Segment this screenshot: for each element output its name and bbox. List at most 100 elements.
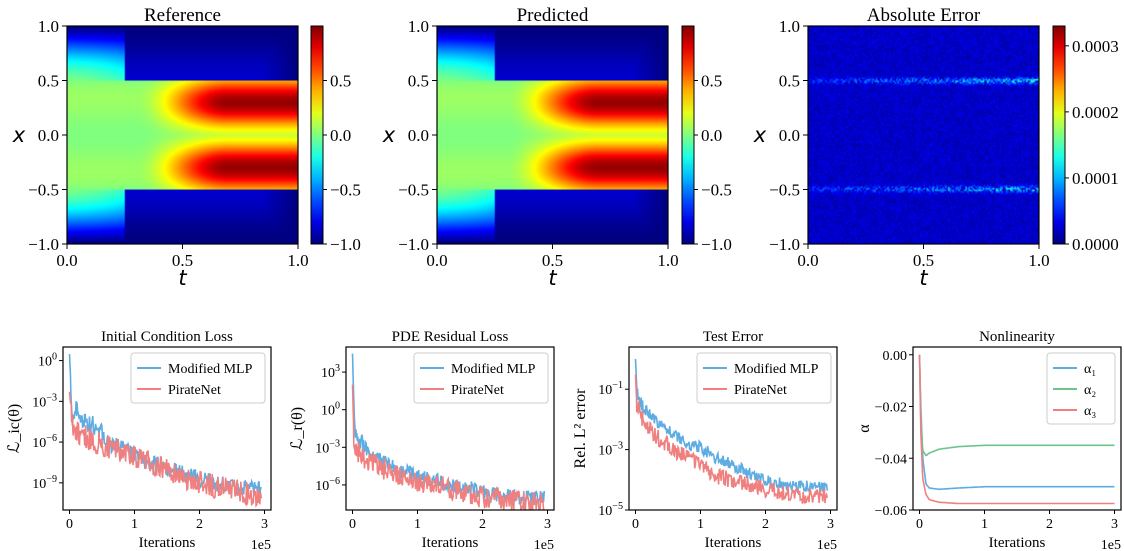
y-tick-label: 10−9 [32,474,57,492]
panel-title: PDE Residual Loss [392,329,509,345]
y-axis-label: x [382,123,396,147]
legend-label: PirateNet [451,383,504,398]
x-offset-label: 1e5 [1101,538,1121,551]
colorbar-tick-label: 0.0 [330,126,351,145]
x-offset-label: 1e5 [817,538,837,551]
y-axis-label: ℒ_r(θ) [289,407,306,450]
y-tick-label: 10−6 [315,476,340,494]
x-tick-label: 0.0 [797,251,818,270]
x-axis-label: Iterations [705,535,762,551]
legend-label: PirateNet [168,383,221,398]
y-tick-label: 1.0 [408,17,429,36]
y-tick-label: 0.5 [38,72,59,91]
line-panel: PDE Residual Loss 0 1 2 3 1e5 Iterations 103 100… [289,329,555,551]
y-tick-label: 0.0 [408,126,429,145]
panel-title: Reference [144,5,221,26]
legend-box [130,352,266,404]
legend-label: Modified MLP [451,362,536,377]
x-tick-label: 1 [697,517,704,532]
y-tick-label: 103 [321,363,340,381]
heatmap-image [67,26,298,244]
y-tick-label: 0.5 [408,72,429,91]
colorbar-tick-label: −0.5 [330,181,361,200]
y-tick-label: 0.0 [779,126,800,145]
colorbar-tick-label: 0.5 [701,72,722,91]
legend-label: Modified MLP [168,362,253,377]
y-tick-label: 10−5 [598,501,623,519]
series-line [634,374,829,505]
panel-title: Test Error [703,329,763,345]
panel-title: Absolute Error [867,5,981,26]
colorbar-tick-label: 0.0003 [1072,37,1119,56]
x-tick-label: 0.0 [426,251,447,270]
colorbar [1052,25,1066,245]
x-offset-label: 1e5 [251,538,271,551]
x-tick-label: 1.0 [287,251,308,270]
heatmap-panel: Absolute Error 0.0 0.5 1.0 −1.0 −0.5 0.0 0.5 1.0… [753,5,1119,290]
x-tick-label: 1 [131,517,138,532]
y-axis-label: Rel. L² error [572,388,589,469]
y-axis-label: ℒ_ic(θ) [6,404,23,453]
y-tick-label: 10−1 [598,380,623,398]
x-axis-label: Iterations [989,535,1046,551]
heatmap-panel: Reference 0.0 0.5 1.0 −1.0 −0.5 0.0 0.5 1.0 t x −1.… [12,5,361,290]
y-tick-label: 1.0 [779,17,800,36]
legend-label: α₂ [1084,383,1096,398]
line-panel: Test Error 0 1 2 3 1e5 Iterations 10−1 10−3 10−5 R… [572,329,838,551]
legend-label: PirateNet [734,383,787,398]
heatmap-image [808,26,1039,244]
y-tick-label: 10−3 [598,441,623,459]
x-tick-label: 0.5 [542,251,563,270]
x-tick-label: 0.0 [56,251,77,270]
y-tick-label: −1.0 [769,235,800,254]
x-tick-label: 1.0 [1028,251,1049,270]
legend-box [696,352,832,404]
axes-frame [62,346,272,511]
axes-frame [912,346,1122,511]
y-tick-label: −1.0 [398,235,429,254]
legend-box [1046,352,1116,425]
y-tick-label: 100 [321,401,340,419]
legend-label: α₁ [1084,362,1096,377]
series-line [918,354,1115,505]
y-tick-label: 100 [38,352,57,370]
y-tick-label: −0.5 [28,181,59,200]
axes-frame [345,346,555,511]
y-tick-label: 10−3 [32,392,57,410]
x-offset-label: 1e5 [534,538,554,551]
series-line [351,384,545,510]
legend-label: α₃ [1084,404,1096,419]
x-tick-label: 0 [632,517,639,532]
series-line [918,354,1115,457]
x-tick-label: 0.5 [172,251,193,270]
y-axis-label: α [856,424,873,433]
y-tick-label: −0.04 [875,452,907,467]
legend-box [413,352,549,404]
x-axis-label: t [548,266,557,290]
x-tick-label: 1 [981,517,988,532]
y-axis-label: x [12,123,26,147]
y-tick-label: −0.5 [769,181,800,200]
x-tick-label: 0 [916,517,923,532]
panel-title: Nonlinearity [979,329,1055,345]
x-tick-label: 0.5 [913,251,934,270]
y-tick-label: −0.5 [398,181,429,200]
x-axis-label: Iterations [422,535,479,551]
heatmap-image [437,26,668,244]
line-panel: Initial Condition Loss 0 1 2 3 1e5 Iterations 1… [6,329,272,551]
colorbar-tick-label: −0.5 [701,181,732,200]
panel-title: Initial Condition Loss [101,329,233,345]
x-tick-label: 2 [1046,517,1053,532]
y-tick-label: 10−3 [315,438,340,456]
colorbar-tick-label: 0.0 [701,126,722,145]
x-tick-label: 3 [1111,517,1118,532]
x-tick-label: 2 [762,517,769,532]
x-tick-label: 0 [66,517,73,532]
x-axis-label: t [178,266,187,290]
line-panel: Nonlinearity 0 1 2 3 1e5 Iterations 0.00 −0.02 −0… [856,329,1122,551]
series-line [68,391,263,508]
legend-label: Modified MLP [734,362,819,377]
heatmap-panel: Predicted 0.0 0.5 1.0 −1.0 −0.5 0.0 0.5 1.0 t x −1.… [382,5,732,290]
y-tick-label: 0.0 [38,126,59,145]
